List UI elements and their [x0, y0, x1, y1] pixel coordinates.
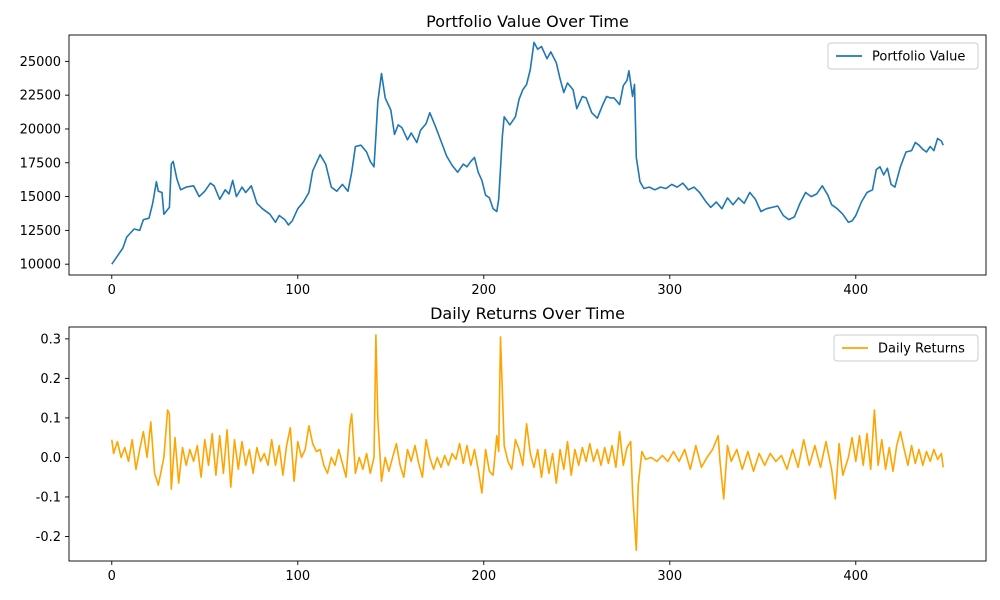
y-tick-label: 25000	[20, 55, 61, 70]
legend-box	[833, 334, 979, 362]
daily-returns-panel: Daily Returns Over Time 0 100 200 300 400 -0.2…	[36, 304, 987, 584]
y-tick-label: 0.0	[40, 451, 61, 466]
plot-frame	[68, 34, 987, 276]
y-tick-label: 0.1	[40, 411, 61, 426]
x-tick-label: 200	[471, 283, 496, 298]
x-tick-label: 100	[285, 283, 310, 298]
x-tick-label: 200	[471, 569, 496, 584]
legend-label: Portfolio Value	[872, 50, 965, 65]
plot-frame	[68, 326, 987, 562]
legend-label: Daily Returns	[878, 342, 965, 357]
y-tick-label: 12500	[20, 224, 61, 239]
x-tick-label: 400	[843, 283, 868, 298]
x-tick-label: 300	[657, 283, 682, 298]
y-tick-label: 0.3	[40, 332, 61, 347]
x-tick-label: 0	[108, 283, 116, 298]
legend-box	[827, 42, 979, 70]
y-tick-label: -0.1	[36, 490, 61, 505]
chart-title: Portfolio Value Over Time	[426, 12, 629, 31]
series-line	[111, 41, 944, 265]
y-tick-label: 0.2	[40, 372, 61, 387]
x-tick-label: 400	[843, 569, 868, 584]
legend: Daily Returns	[833, 334, 979, 362]
x-tick-label: 0	[108, 569, 116, 584]
chart-title: Daily Returns Over Time	[430, 304, 625, 323]
series-line	[111, 334, 944, 552]
x-tick-label: 300	[657, 569, 682, 584]
y-tick-label: -0.2	[36, 530, 61, 545]
y-tick-label: 22500	[20, 89, 61, 104]
y-tick-label: 15000	[20, 190, 61, 205]
y-tick-label: 20000	[20, 122, 61, 137]
portfolio-value-panel: Portfolio Value Over Time 0 100 200 300 400 10…	[20, 12, 987, 298]
x-tick-label: 100	[285, 569, 310, 584]
legend: Portfolio Value	[827, 42, 979, 70]
y-tick-label: 10000	[20, 258, 61, 273]
y-tick-label: 17500	[20, 156, 61, 171]
